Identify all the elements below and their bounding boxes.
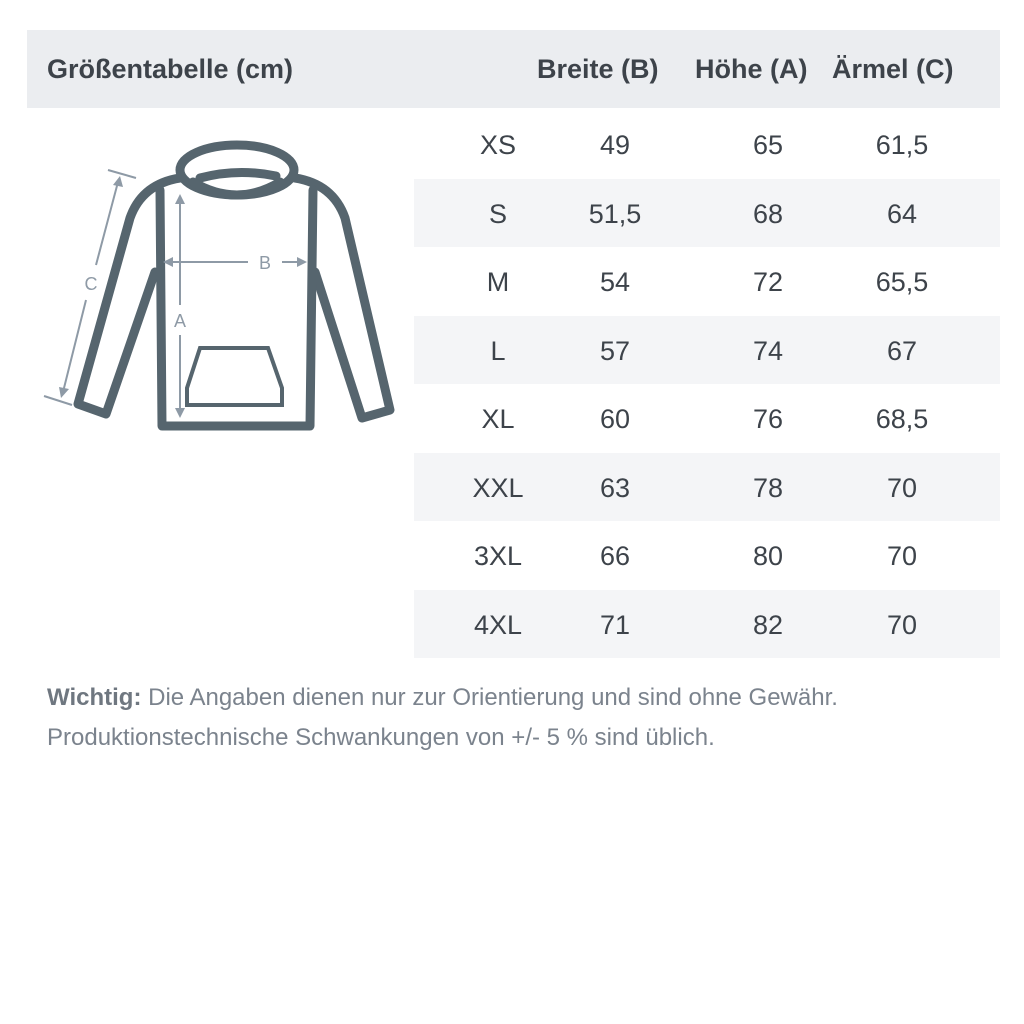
note-line1: Die Angaben dienen nur zur Orientierung … [141,684,838,711]
cell-a: 76 [752,404,784,434]
cell-c: 61,5 [875,130,929,160]
cell-a: 82 [752,609,784,640]
cell-c: 64 [886,198,918,229]
cell-c: 70 [886,472,918,503]
cell-size: L [490,335,506,366]
cell-b: 51,5 [588,198,642,229]
cell-b: 63 [599,472,631,503]
label-c: C [85,274,98,294]
table-header: Größentabelle (cm) Breite (B) Höhe (A) Ä… [27,30,1000,108]
cell-size: S [488,198,508,229]
note-strong: Wichtig: [47,684,142,711]
cell-b: 57 [599,335,631,366]
table-row: 3XL 66 80 70 [414,521,1000,589]
label-b: B [259,253,271,273]
cell-b: 60 [599,404,631,434]
cell-a: 65 [752,130,784,160]
cell-a: 68 [752,198,784,229]
label-a: A [174,311,186,331]
cell-b: 66 [599,541,631,571]
table-row: XS 49 65 61,5 [414,110,1000,178]
cell-size: 3XL [473,541,523,571]
cell-size: M [486,267,510,297]
table-row: L 57 74 67 [414,315,1000,384]
column-header-width: Breite (B) [537,54,659,84]
cell-a: 74 [752,335,784,366]
cell-b: 54 [599,267,631,297]
cell-size: XS [479,130,517,160]
cell-b: 71 [599,609,631,640]
column-header-sleeve: Ärmel (C) [832,54,954,84]
cell-a: 80 [752,541,784,571]
table-row: XL 60 76 68,5 [414,384,1000,452]
cell-c: 65,5 [875,267,929,297]
disclaimer-note: Wichtig: Die Angaben dienen nur zur Orie… [47,678,838,758]
cell-b: 49 [599,130,631,160]
cell-c: 70 [886,541,918,571]
column-header-height: Höhe (A) [695,54,808,84]
cell-a: 78 [752,472,784,503]
page-title: Größentabelle (cm) [47,54,294,84]
table-row: S 51,5 68 64 [414,178,1000,247]
cell-size: 4XL [473,609,523,640]
cell-a: 72 [752,267,784,297]
cell-c: 67 [886,335,918,366]
hoodie-diagram: A B C [43,140,395,431]
table-row: 4XL 71 82 70 [414,589,1000,658]
cell-c: 70 [886,609,918,640]
pocket [185,346,284,407]
cell-c: 68,5 [875,404,929,434]
cell-size: XL [481,404,515,434]
note-line2: Produktionstechnische Schwankungen von +… [47,724,715,751]
cell-size: XXL [472,472,524,503]
table-row: XXL 63 78 70 [414,452,1000,521]
table-row: M 54 72 65,5 [414,247,1000,315]
